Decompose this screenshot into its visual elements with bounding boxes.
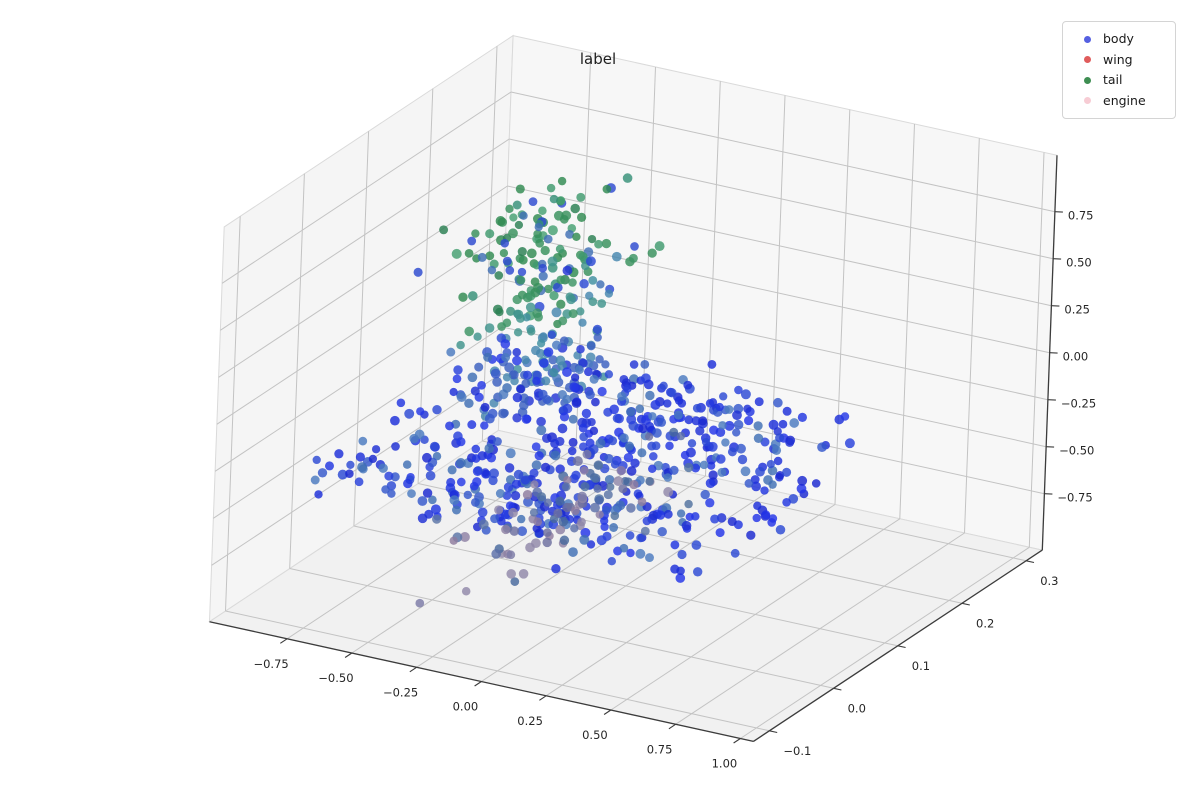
z-axis-ticks-label: 0.50 [1066,256,1092,270]
legend-marker-icon [1084,56,1091,64]
legend-label: wing [1103,51,1133,67]
legend-item-tail: tail [1072,70,1166,91]
y-axis-ticks-label: 0.1 [912,659,930,673]
z-axis-ticks-label: −0.25 [1061,397,1096,411]
y-axis-ticks-label: 0.2 [976,616,994,630]
z-axis-ticks: −0.75 −0.50 −0.25 0.00 0.25 0.50 0.75 [1044,209,1096,505]
legend: body wing tail engine [1062,21,1176,119]
x-axis-ticks-label: −0.50 [318,671,353,685]
legend-item-body: body [1072,29,1166,50]
legend-marker-icon [1084,35,1091,43]
x-axis-ticks-label: 1.00 [712,757,738,771]
legend-item-wing: wing [1072,50,1166,71]
x-axis-ticks-label: 0.00 [453,700,479,714]
y-axis-ticks-label: −0.1 [783,744,811,758]
legend-marker-icon [1084,97,1091,105]
x-axis-ticks-label: −0.75 [253,657,288,671]
legend-item-engine: engine [1072,91,1166,112]
y-axis-ticks: −0.1 0.0 0.1 0.2 0.3 [769,560,1058,758]
legend-marker-icon [1084,76,1091,84]
z-axis-ticks-label: −0.50 [1059,444,1094,458]
x-axis-ticks: −0.75 −0.50 −0.25 0.00 0.25 0.50 0.75 1.00 [253,638,741,771]
z-axis-ticks-label: 0.25 [1064,303,1090,317]
z-axis-ticks-label: 0.75 [1068,209,1094,223]
x-axis-ticks-label: −0.25 [383,685,418,699]
chart-title: label [579,50,617,68]
x-axis-ticks-label: 0.75 [647,742,673,756]
grid-lines [211,46,1056,739]
z-axis-ticks-label: 0.00 [1063,350,1089,364]
z-axis-ticks-label: −0.75 [1057,491,1092,505]
scatter-points [310,173,855,608]
legend-label: body [1103,31,1134,46]
x-axis-ticks-label: 0.50 [582,728,608,742]
legend-label: tail [1103,72,1123,87]
y-axis-ticks-label: 0.0 [848,701,866,715]
x-axis-ticks-label: 0.25 [517,714,543,728]
y-axis-ticks-label: 0.3 [1040,574,1058,588]
legend-label: engine [1103,92,1146,108]
